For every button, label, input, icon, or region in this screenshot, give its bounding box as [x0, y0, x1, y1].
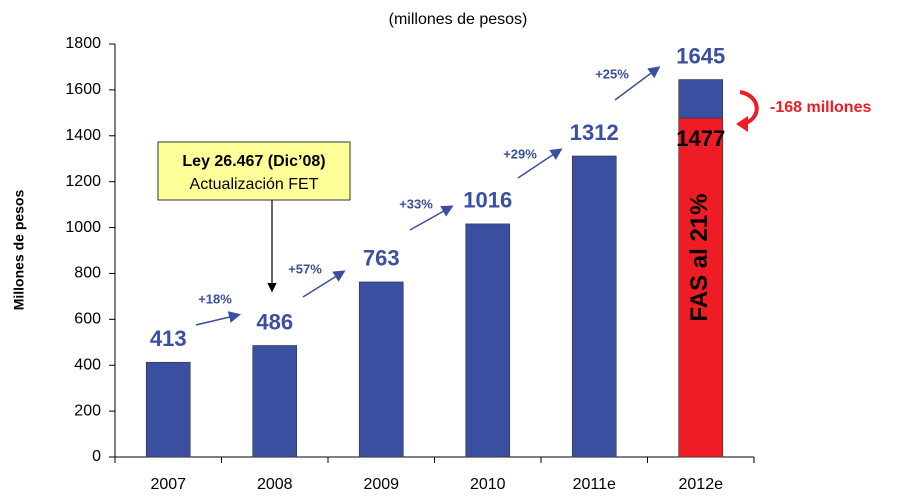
growth-arrow: [614, 66, 661, 101]
y-tick-label: 600: [74, 311, 101, 328]
x-tick-label: 2008: [257, 476, 293, 493]
value-label: 486: [256, 309, 293, 334]
bar: [678, 117, 724, 458]
y-tick-label: 1000: [65, 219, 101, 236]
value-label: 1016: [463, 188, 512, 213]
y-tick-label: 1600: [65, 81, 101, 98]
bar: [465, 223, 511, 458]
growth-arrow: [195, 311, 241, 326]
bar: [571, 155, 617, 458]
y-tick-label: 1200: [65, 173, 101, 190]
growth-arrow: [409, 205, 454, 231]
x-tick-label: 2009: [363, 476, 399, 493]
growth-label: +18%: [198, 291, 232, 306]
growth-arrow: [302, 270, 346, 298]
bar: [252, 345, 298, 458]
growth-label: +29%: [503, 146, 537, 161]
x-tick-label: 2012e: [679, 476, 724, 493]
y-tick-label: 800: [74, 265, 101, 282]
x-tick-label: 2007: [150, 476, 186, 493]
y-tick-label: 200: [74, 402, 101, 419]
y-tick-label: 400: [74, 356, 101, 373]
y-tick-label: 1800: [65, 35, 101, 52]
value-label: 763: [363, 246, 400, 271]
y-tick-label: 0: [92, 448, 101, 465]
growth-label: +25%: [595, 66, 629, 81]
y-axis-label: Millones de pesos: [11, 189, 27, 310]
bar: [145, 361, 191, 458]
annotation-text: Actualización FET: [190, 176, 319, 193]
annotation-box: [157, 141, 351, 201]
difference-arrow: [739, 90, 759, 126]
x-tick-label: 2010: [470, 476, 506, 493]
value-label: 1477: [676, 126, 725, 151]
value-label: 1645: [676, 43, 725, 68]
difference-label: -168 millones: [770, 99, 871, 116]
growth-label: +57%: [288, 261, 322, 276]
x-tick-label: 2011e: [573, 476, 616, 493]
subtitle: (millones de pesos): [389, 11, 528, 28]
bar: [358, 281, 404, 458]
value-label: 1312: [570, 120, 619, 145]
series-label: FAS al 21%: [686, 194, 713, 322]
growth-label: +33%: [399, 196, 433, 211]
value-label: 413: [150, 326, 187, 351]
difference-arrow-head: [736, 116, 748, 132]
annotation-title: Ley 26.467 (Dic’08): [182, 153, 325, 170]
growth-arrow: [517, 148, 563, 179]
y-tick-label: 1400: [65, 127, 101, 144]
